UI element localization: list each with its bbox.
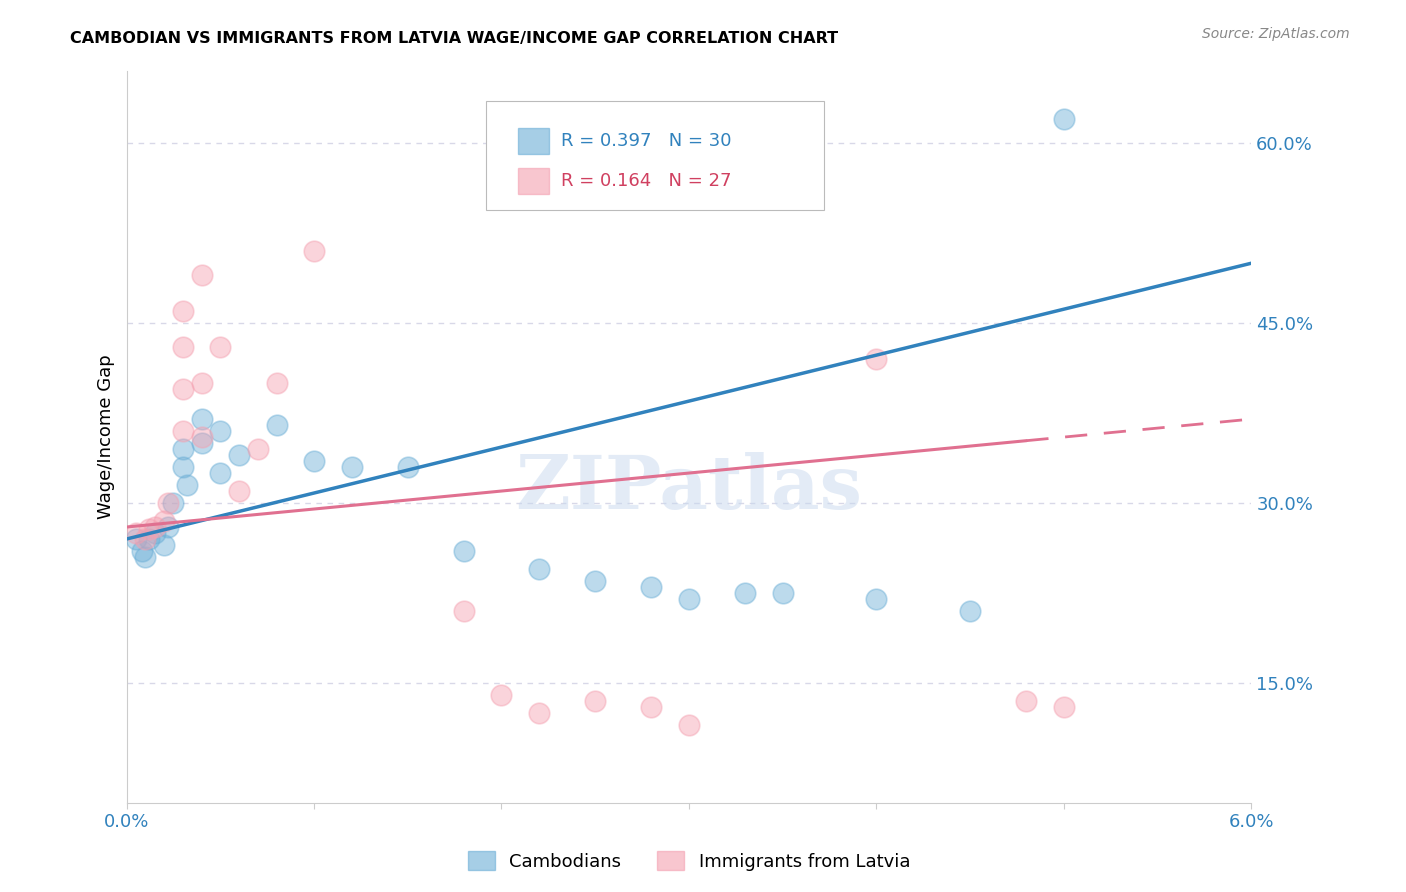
Point xyxy=(143,520,166,534)
Point xyxy=(1053,112,1076,127)
Text: R = 0.397   N = 30: R = 0.397 N = 30 xyxy=(561,132,731,150)
Point xyxy=(156,520,179,534)
Point xyxy=(302,244,325,259)
Point xyxy=(172,340,194,354)
Point xyxy=(865,352,887,367)
Point xyxy=(266,376,288,391)
Point xyxy=(678,718,700,732)
Point xyxy=(583,694,606,708)
Point xyxy=(302,454,325,468)
Point xyxy=(491,688,513,702)
Y-axis label: Wage/Income Gap: Wage/Income Gap xyxy=(97,355,115,519)
Point xyxy=(1053,699,1076,714)
Point xyxy=(734,586,756,600)
Point xyxy=(865,591,887,606)
Point xyxy=(190,412,212,426)
Point xyxy=(453,604,475,618)
Point xyxy=(640,580,662,594)
Point xyxy=(134,549,156,564)
Point xyxy=(190,376,212,391)
Text: R = 0.164   N = 27: R = 0.164 N = 27 xyxy=(561,172,731,190)
Point xyxy=(678,591,700,606)
Point xyxy=(246,442,269,456)
Point xyxy=(1015,694,1038,708)
Point xyxy=(162,496,184,510)
Point xyxy=(228,448,250,462)
Point xyxy=(153,514,176,528)
FancyBboxPatch shape xyxy=(517,128,550,154)
Point xyxy=(131,544,153,558)
Point xyxy=(228,483,250,498)
Point xyxy=(453,544,475,558)
Legend: Cambodians, Immigrants from Latvia: Cambodians, Immigrants from Latvia xyxy=(460,844,918,878)
Point xyxy=(583,574,606,588)
Point xyxy=(640,699,662,714)
Point xyxy=(172,304,194,318)
Text: Source: ZipAtlas.com: Source: ZipAtlas.com xyxy=(1202,27,1350,41)
Point xyxy=(396,460,419,475)
Point xyxy=(340,460,363,475)
Point xyxy=(959,604,981,618)
Point xyxy=(190,436,212,450)
Point xyxy=(527,562,550,576)
Point xyxy=(209,466,232,480)
Point xyxy=(209,340,232,354)
Point xyxy=(134,532,156,546)
Point xyxy=(190,430,212,444)
Point xyxy=(176,478,198,492)
Point xyxy=(125,526,148,541)
Point xyxy=(172,460,194,475)
Point xyxy=(143,526,166,541)
Point xyxy=(266,418,288,433)
Text: ZIPatlas: ZIPatlas xyxy=(516,451,862,524)
Point xyxy=(138,523,160,537)
Point xyxy=(190,268,212,283)
Point xyxy=(138,532,160,546)
Point xyxy=(156,496,179,510)
Point xyxy=(209,424,232,438)
Point xyxy=(527,706,550,720)
Point xyxy=(125,532,148,546)
Point xyxy=(153,538,176,552)
Point xyxy=(772,586,794,600)
FancyBboxPatch shape xyxy=(486,101,824,211)
Text: CAMBODIAN VS IMMIGRANTS FROM LATVIA WAGE/INCOME GAP CORRELATION CHART: CAMBODIAN VS IMMIGRANTS FROM LATVIA WAGE… xyxy=(70,31,838,46)
Point xyxy=(172,442,194,456)
Point xyxy=(172,382,194,396)
FancyBboxPatch shape xyxy=(517,168,550,194)
Point xyxy=(172,424,194,438)
